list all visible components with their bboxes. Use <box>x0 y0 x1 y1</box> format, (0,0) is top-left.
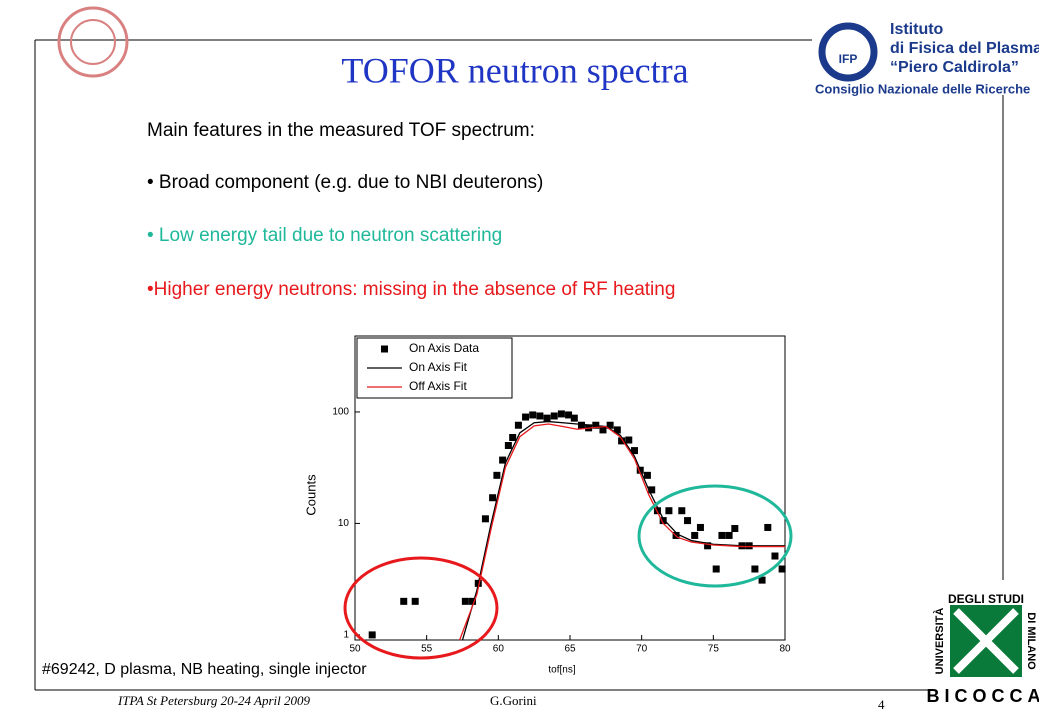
data-point <box>771 552 779 560</box>
slide-title: TOFOR neutron spectra <box>341 50 688 90</box>
x-tick-label: 70 <box>636 644 648 655</box>
bicocca-text: UNIVERSITÀ <box>933 608 946 675</box>
data-point <box>751 565 759 573</box>
footer-event: ITPA St Petersburg 20-24 April 2009 <box>117 693 310 708</box>
fit-line <box>459 423 785 641</box>
data-point <box>712 565 720 573</box>
ifp-text: di Fisica del Plasma <box>890 40 1039 57</box>
seal-logo <box>57 6 129 78</box>
data-point <box>625 436 633 444</box>
page-number: 4 <box>878 697 885 712</box>
data-point <box>577 421 585 429</box>
legend-label: Off Axis Fit <box>409 379 467 393</box>
chart: 50 55 60 65 70 75 80 1 10 100 tof[ns] Counts On Axis… <box>303 335 791 676</box>
highlight-ellipse <box>343 556 499 660</box>
legend-label: On Axis Data <box>409 341 479 355</box>
highlight-ellipse <box>637 484 793 588</box>
data-point <box>731 525 739 533</box>
bicocca-logo <box>953 608 1019 674</box>
caption: #69242, D plasma, NB heating, single inj… <box>42 661 367 678</box>
data-point <box>659 517 667 525</box>
bullet-text: •Higher energy neutrons: missing in the … <box>147 279 675 300</box>
x-tick-label: 75 <box>708 644 720 655</box>
bicocca-text: DEGLI STUDI <box>948 592 1024 606</box>
data-point <box>758 576 766 584</box>
y-tick-label: 10 <box>338 518 350 529</box>
x-tick-label: 60 <box>493 644 505 655</box>
data-point <box>665 507 673 515</box>
data-point <box>778 565 786 573</box>
data-point <box>684 517 692 525</box>
data-point <box>565 411 573 419</box>
ifp-mark: IFP <box>839 52 858 66</box>
fit-line <box>461 420 785 641</box>
y-tick-label: 100 <box>332 407 349 418</box>
data-point <box>599 426 607 434</box>
bullet-text: • Low energy tail due to neutron scatter… <box>147 225 502 246</box>
data-point <box>543 414 551 422</box>
data-point <box>400 597 408 605</box>
data-point <box>493 471 501 479</box>
legend-label: On Axis Fit <box>409 360 468 374</box>
data-point <box>725 531 733 539</box>
data-point <box>678 507 686 515</box>
ifp-logo <box>818 22 878 82</box>
data-point <box>368 631 376 639</box>
data-point <box>536 412 544 420</box>
data-point <box>606 421 614 429</box>
data-point <box>696 523 704 531</box>
data-point <box>718 531 726 539</box>
data-point <box>764 523 772 531</box>
bicocca-text: DI MILANO <box>1025 612 1037 670</box>
data-point <box>514 421 522 429</box>
data-point <box>504 442 512 450</box>
data-point <box>499 456 507 464</box>
seal-logo <box>70 19 116 65</box>
data-point <box>522 413 530 421</box>
data-point <box>648 486 656 494</box>
x-axis-label: tof[ns] <box>548 665 575 676</box>
data-point <box>643 471 651 479</box>
data-point <box>570 414 578 422</box>
data-point <box>704 542 712 550</box>
x-tick-label: 80 <box>779 644 791 655</box>
data-point <box>631 447 638 455</box>
data-point <box>509 433 517 441</box>
x-tick-label: 55 <box>421 644 433 655</box>
data-point <box>613 426 621 434</box>
y-axis-label: Counts <box>303 474 318 516</box>
ifp-text: “Piero Caldirola” <box>890 59 1019 76</box>
x-tick-label: 50 <box>349 644 361 655</box>
ifp-text: Istituto <box>890 21 944 38</box>
data-point <box>411 597 419 605</box>
ifp-text: Consiglio Nazionale delle Ricerche <box>815 81 1030 96</box>
data-point <box>618 437 626 445</box>
x-tick-label: 65 <box>564 644 576 655</box>
bullet-text: • Broad component (e.g. due to NBI deute… <box>147 172 543 193</box>
data-point <box>691 531 699 539</box>
data-point <box>469 597 477 605</box>
data-point <box>550 412 558 420</box>
y-tick-label: 1 <box>343 630 349 641</box>
data-point <box>489 494 497 502</box>
footer-author: G.Gorini <box>490 693 537 708</box>
data-point <box>557 410 565 418</box>
data-point <box>461 597 469 605</box>
bicocca-text: BICOCCA <box>927 686 1039 706</box>
data-point <box>529 411 537 419</box>
bullet-text: Main features in the measured TOF spectr… <box>147 120 535 141</box>
legend-marker <box>381 345 388 353</box>
data-point <box>481 515 489 523</box>
